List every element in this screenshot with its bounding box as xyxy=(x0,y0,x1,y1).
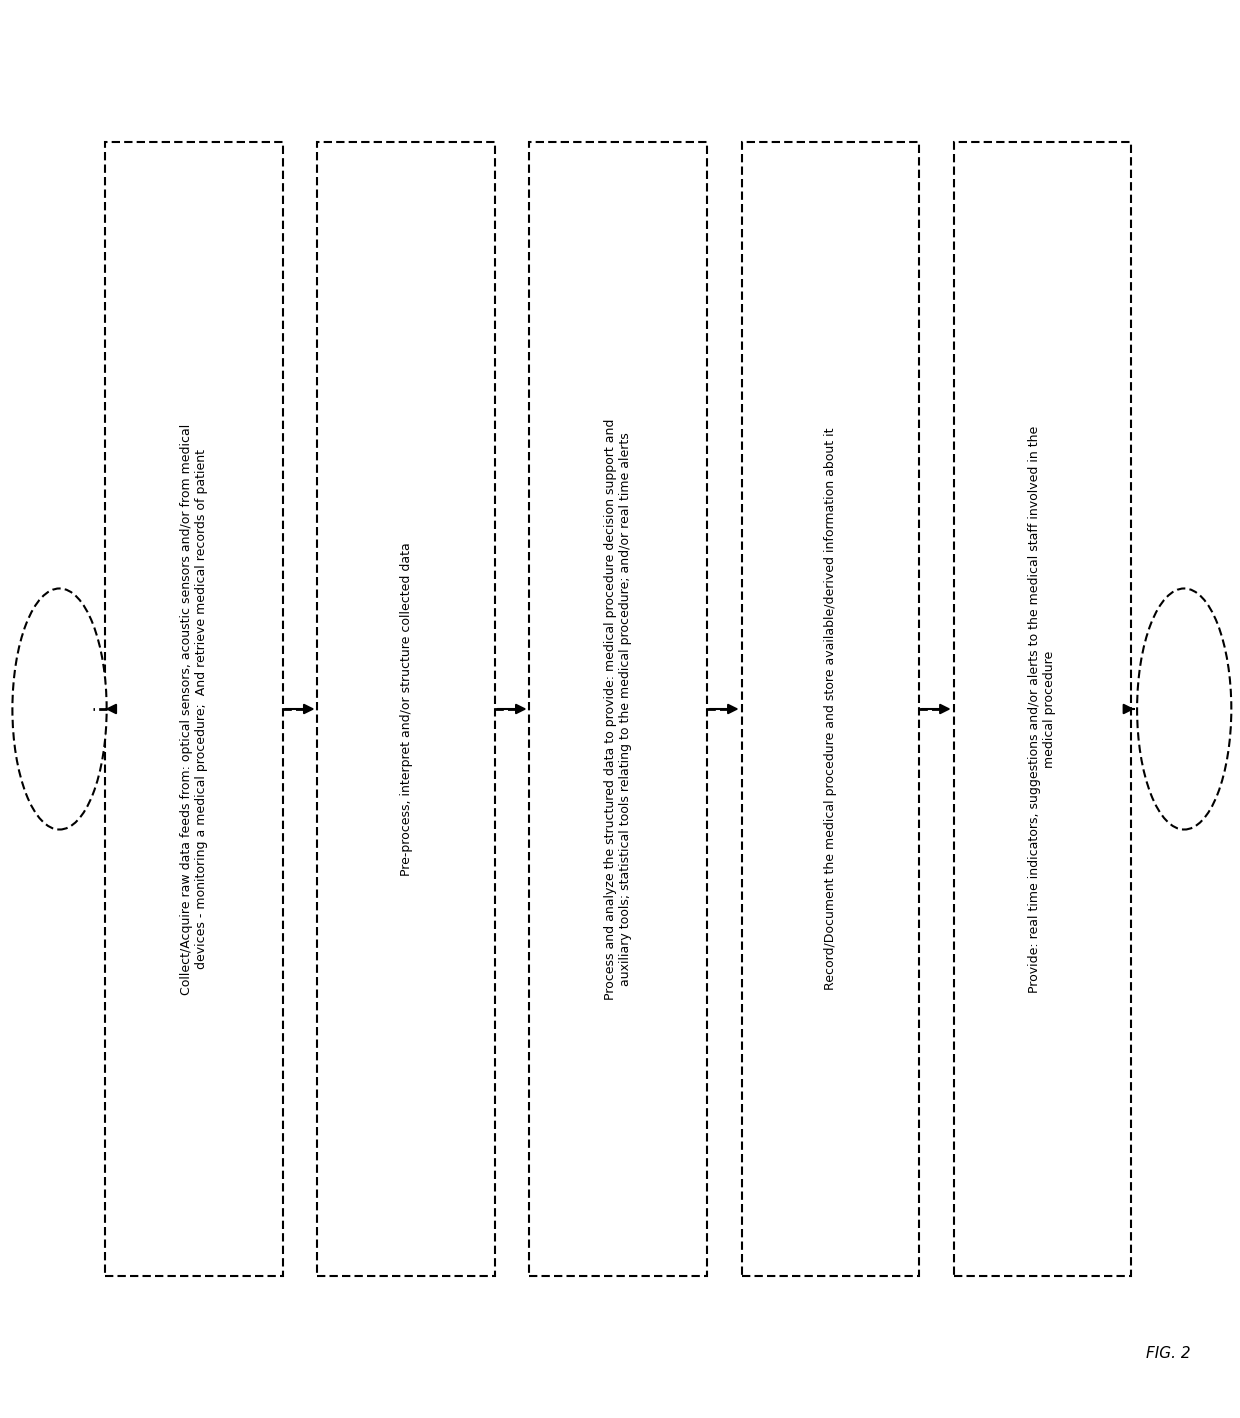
Text: Record/Document the medical procedure and store available/derived information ab: Record/Document the medical procedure an… xyxy=(823,428,837,990)
Bar xyxy=(954,142,1131,1276)
Text: Process and analyze the structured data to provide: medical procedure decision s: Process and analyze the structured data … xyxy=(604,418,632,1000)
Text: FIG. 2: FIG. 2 xyxy=(1146,1346,1190,1361)
Bar xyxy=(529,142,707,1276)
Bar xyxy=(105,142,283,1276)
Ellipse shape xyxy=(12,588,107,830)
Bar xyxy=(742,142,919,1276)
Text: Collect/Acquire raw data feeds from: optical sensors, acoustic sensors and/or fr: Collect/Acquire raw data feeds from: opt… xyxy=(180,424,208,994)
Text: Provide: real time indicators, suggestions and/or alerts to the medical staff in: Provide: real time indicators, suggestio… xyxy=(1028,425,1056,993)
Bar xyxy=(317,142,495,1276)
Text: Pre-process, interpret and/or structure collected data: Pre-process, interpret and/or structure … xyxy=(399,542,413,876)
Ellipse shape xyxy=(1137,588,1231,830)
